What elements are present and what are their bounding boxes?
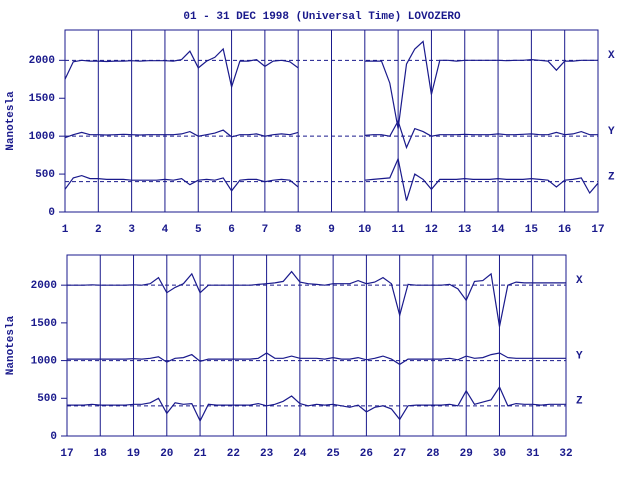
x-tick-label: 22 <box>227 448 240 460</box>
x-tick-label: 15 <box>525 224 539 236</box>
y-tick-label: 0 <box>48 207 55 219</box>
x-tick-label: 5 <box>195 224 202 236</box>
x-tick-label: 20 <box>160 448 173 460</box>
series-line <box>67 385 566 423</box>
series-line <box>64 156 599 201</box>
y-axis-label: Nanotesla <box>5 315 17 375</box>
x-tick-label: 12 <box>425 224 438 236</box>
series-line <box>64 119 598 150</box>
chart-title: 01 - 31 DEC 1998 (Universal Time) LOVOZE… <box>183 11 461 23</box>
x-tick-label: 7 <box>262 224 269 236</box>
y-tick-label: 500 <box>35 169 55 181</box>
series-label: Z <box>608 172 615 184</box>
x-tick-label: 21 <box>193 448 207 460</box>
x-tick-label: 26 <box>360 448 373 460</box>
x-tick-label: 32 <box>559 448 572 460</box>
series-line <box>67 270 566 327</box>
y-tick-label: 1500 <box>31 318 57 330</box>
x-tick-label: 30 <box>493 448 506 460</box>
x-tick-label: 14 <box>491 224 505 236</box>
x-tick-label: 1 <box>62 224 69 236</box>
x-tick-label: 16 <box>558 224 571 236</box>
x-tick-label: 23 <box>260 448 274 460</box>
y-tick-label: 1000 <box>29 131 55 143</box>
y-tick-label: 2000 <box>29 55 55 67</box>
x-tick-label: 2 <box>95 224 102 236</box>
x-tick-label: 31 <box>526 448 540 460</box>
x-tick-label: 17 <box>60 448 73 460</box>
series-label: X <box>576 275 583 287</box>
series-label: Y <box>608 126 615 138</box>
series-line <box>64 40 598 129</box>
y-axis-label: Nanotesla <box>5 91 17 151</box>
x-tick-label: 18 <box>94 448 108 460</box>
x-tick-label: 13 <box>458 224 472 236</box>
y-tick-label: 0 <box>50 431 57 443</box>
y-tick-label: 500 <box>37 393 57 405</box>
x-tick-label: 17 <box>591 224 604 236</box>
x-tick-label: 27 <box>393 448 406 460</box>
x-tick-label: 8 <box>295 224 302 236</box>
series-label: X <box>608 50 615 62</box>
x-tick-label: 29 <box>460 448 473 460</box>
plot-frame <box>66 254 567 437</box>
series-label: Z <box>576 396 583 408</box>
x-tick-label: 19 <box>127 448 140 460</box>
x-tick-label: 25 <box>327 448 341 460</box>
series-label: Y <box>576 350 583 362</box>
y-tick-label: 2000 <box>31 280 57 292</box>
x-tick-label: 6 <box>228 224 235 236</box>
x-tick-label: 11 <box>392 224 406 236</box>
x-tick-label: 28 <box>426 448 440 460</box>
y-tick-label: 1500 <box>29 93 55 105</box>
y-tick-label: 1000 <box>31 355 57 367</box>
series-line <box>67 352 566 366</box>
x-tick-label: 9 <box>328 224 335 236</box>
x-tick-label: 4 <box>162 224 169 236</box>
x-tick-label: 24 <box>293 448 307 460</box>
x-tick-label: 10 <box>358 224 371 236</box>
x-tick-label: 3 <box>128 224 135 236</box>
